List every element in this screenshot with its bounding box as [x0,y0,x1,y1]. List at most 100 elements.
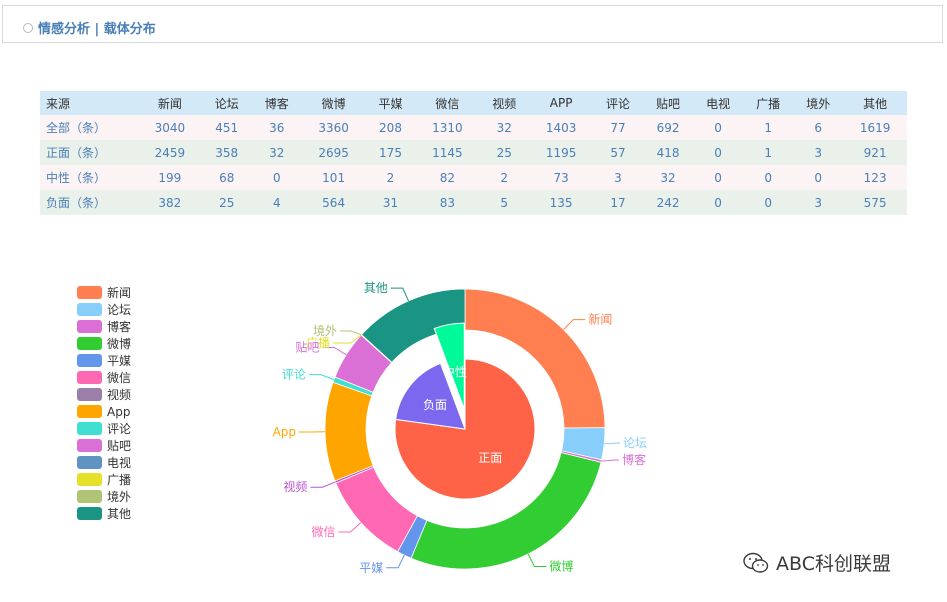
column-header: 平媒 [365,91,416,115]
pie-slice[interactable] [433,322,465,410]
legend-item[interactable]: 境外 [77,488,131,505]
table-cell: 1310 [415,115,480,140]
table-header-row: 来源 新闻 论坛 博客 微博 平媒 微信 视频 APP 评论 贴吧 电视 广播 境外 其他 [40,91,907,115]
circle-icon [23,23,33,33]
legend-swatch [77,422,102,435]
table-cell: 123 [843,165,907,190]
slice-label: App [273,425,296,439]
table-cell: 0 [793,165,844,190]
watermark-text: ABC科创联盟 [776,553,891,575]
slice-label: 境外 [313,323,337,338]
column-header: 电视 [693,91,744,115]
table-cell: 3040 [138,115,202,140]
stats-table: 来源 新闻 论坛 博客 微博 平媒 微信 视频 APP 评论 贴吧 电视 广播 境外 其他 全部（条） 304… [40,91,907,215]
legend-item[interactable]: 新闻 [77,284,131,301]
table-cell: 2 [479,165,530,190]
column-header: 来源 [40,91,138,115]
legend-label: 新闻 [107,286,132,300]
legend-label: 视频 [107,388,132,402]
table-cell: 0 [693,115,744,140]
legend-item[interactable]: 电视 [77,454,131,471]
table-cell: 1403 [529,115,593,140]
legend-swatch [77,473,102,486]
wechat-icon [743,552,769,573]
table-cell: 451 [201,115,252,140]
slice-label: 微博 [549,558,573,573]
table-cell: 3 [592,165,643,190]
table-cell: 3 [793,190,844,215]
legend-label: 微博 [107,337,132,351]
table-cell: 1 [743,140,794,165]
table-cell: 921 [843,140,907,165]
legend-label: 电视 [107,456,132,470]
legend-swatch [77,286,102,299]
column-header: 贴吧 [643,91,694,115]
legend-label: 境外 [107,490,132,504]
table-cell: 1 [743,115,794,140]
column-header: 视频 [479,91,530,115]
table-cell: 564 [301,190,366,215]
legend-item[interactable]: 博客 [77,318,131,335]
row-label: 全部（条） [40,115,138,140]
sentiment-slice-group [433,322,465,410]
table-cell: 175 [365,140,416,165]
table-cell: 0 [251,165,302,190]
slice-label: 平媒 [359,561,383,575]
column-header: 微信 [415,91,480,115]
legend-swatch [77,337,102,350]
table-cell: 25 [201,190,252,215]
table-cell: 101 [301,165,366,190]
legend-item[interactable]: App [77,403,131,420]
table-cell: 1619 [843,115,907,140]
legend-swatch [77,405,102,418]
table-cell: 0 [743,165,794,190]
column-header: 论坛 [201,91,252,115]
donut-slice[interactable] [324,381,374,482]
leader-line [563,319,586,330]
legend-item[interactable]: 平媒 [77,352,131,369]
legend-label: 评论 [107,422,132,436]
table-cell: 36 [251,115,302,140]
donut-slice[interactable] [360,288,466,363]
legend-label: 贴吧 [107,439,132,453]
slice-label: 新闻 [588,312,612,327]
slice-label: 微信 [311,525,335,539]
column-header: APP [529,91,593,115]
table-cell: 25 [479,140,530,165]
panel-header: 情感分析 | 载体分布 [2,5,943,43]
leader-line [340,330,362,336]
column-header: 博客 [251,91,302,115]
table-cell: 3 [793,140,844,165]
legend-swatch [77,388,102,401]
pie-slice[interactable] [395,362,466,430]
table-cell: 32 [251,140,302,165]
legend-label: 论坛 [107,303,132,317]
column-header: 新闻 [138,91,202,115]
page-title: 情感分析 | 载体分布 [38,22,156,37]
table-cell: 2459 [138,140,202,165]
legend-item[interactable]: 视频 [77,386,131,403]
table-cell: 31 [365,190,416,215]
row-label: 中性（条） [40,165,138,190]
table-row: 正面（条） 2459 358 32 2695 175 1145 25 1195 57 418 0 1 3 9… [40,140,907,165]
legend-label: 博客 [107,320,132,334]
legend-item[interactable]: 微信 [77,369,131,386]
legend-item[interactable]: 评论 [77,420,131,437]
table-row: 全部（条） 3040 451 36 3360 208 1310 32 1403 77 692 0 1 6 1… [40,115,907,140]
leader-line [322,346,347,356]
legend-item[interactable]: 贴吧 [77,437,131,454]
column-header: 其他 [843,91,907,115]
pie-slice-label: 中性 [443,364,467,379]
column-header: 微博 [301,91,366,115]
slice-label: 视频 [283,479,307,494]
table-cell: 358 [201,140,252,165]
legend-item[interactable]: 其他 [77,505,131,522]
legend-item[interactable]: 论坛 [77,301,131,318]
slice-label: 广播 [306,336,330,350]
leader-line [390,287,409,302]
pie-slice-label: 正面 [478,451,502,465]
legend-item[interactable]: 微博 [77,335,131,352]
legend-item[interactable]: 广播 [77,471,131,488]
slice-label: 评论 [282,368,306,382]
table-cell: 575 [843,190,907,215]
